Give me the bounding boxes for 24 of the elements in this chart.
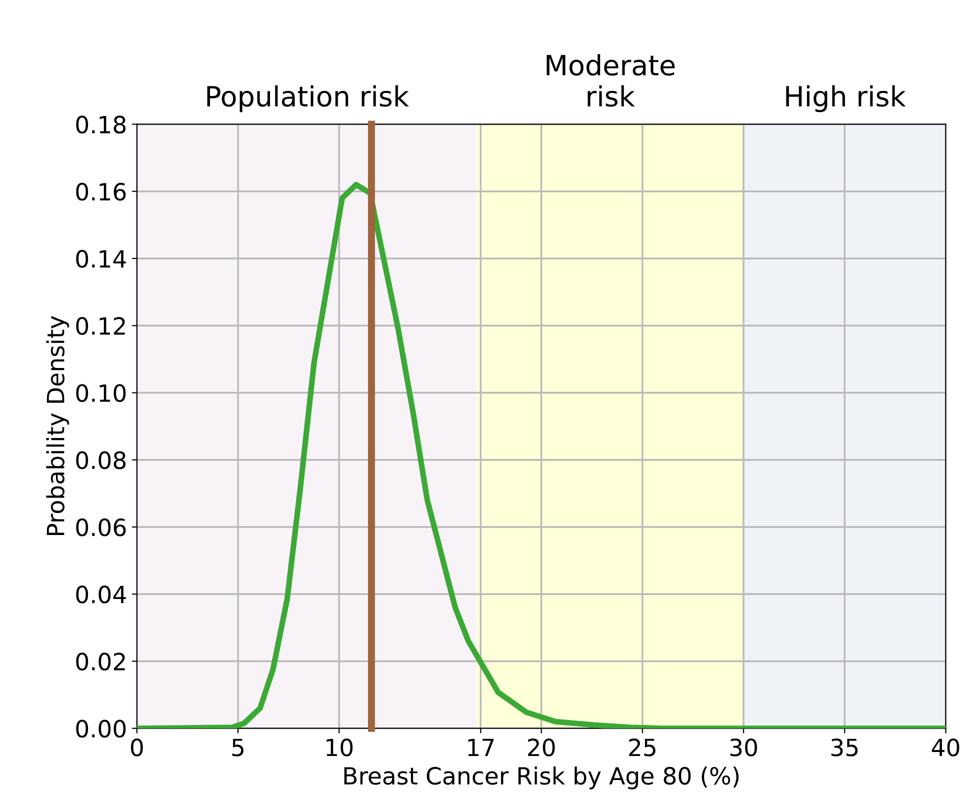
x-tick-label: 0 bbox=[130, 738, 143, 756]
x-tick-label: 35 bbox=[831, 738, 858, 756]
y-tick-label: 0.16 bbox=[76, 182, 126, 201]
x-tick-label: 10 bbox=[326, 738, 353, 756]
y-axis-title: Probability Density bbox=[46, 316, 70, 536]
y-tick-label: 0.04 bbox=[76, 586, 126, 604]
band-label: High risk bbox=[786, 85, 906, 112]
y-tick-label: 0.00 bbox=[76, 720, 126, 738]
y-tick-label: 0.10 bbox=[76, 384, 126, 402]
x-axis-title: Breast Cancer Risk by Age 80 (%) bbox=[344, 766, 739, 790]
y-tick-label: 0.18 bbox=[76, 116, 126, 134]
x-tick-label: 25 bbox=[629, 738, 656, 756]
band-label: Moderate risk bbox=[546, 54, 675, 107]
x-tick-label: 5 bbox=[232, 738, 244, 756]
y-tick-label: 0.14 bbox=[76, 250, 126, 268]
y-tick-label: 0.12 bbox=[76, 317, 125, 335]
y-tick-label: 0.08 bbox=[76, 451, 126, 470]
x-tick-label: 30 bbox=[730, 738, 757, 756]
x-tick-label: 17 bbox=[468, 738, 494, 756]
y-tick-label: 0.02 bbox=[76, 652, 125, 671]
x-tick-label: 40 bbox=[932, 738, 960, 756]
x-tick-label: 20 bbox=[528, 738, 555, 756]
y-tick-label: 0.06 bbox=[76, 518, 126, 536]
band-label: Population risk bbox=[207, 85, 409, 112]
